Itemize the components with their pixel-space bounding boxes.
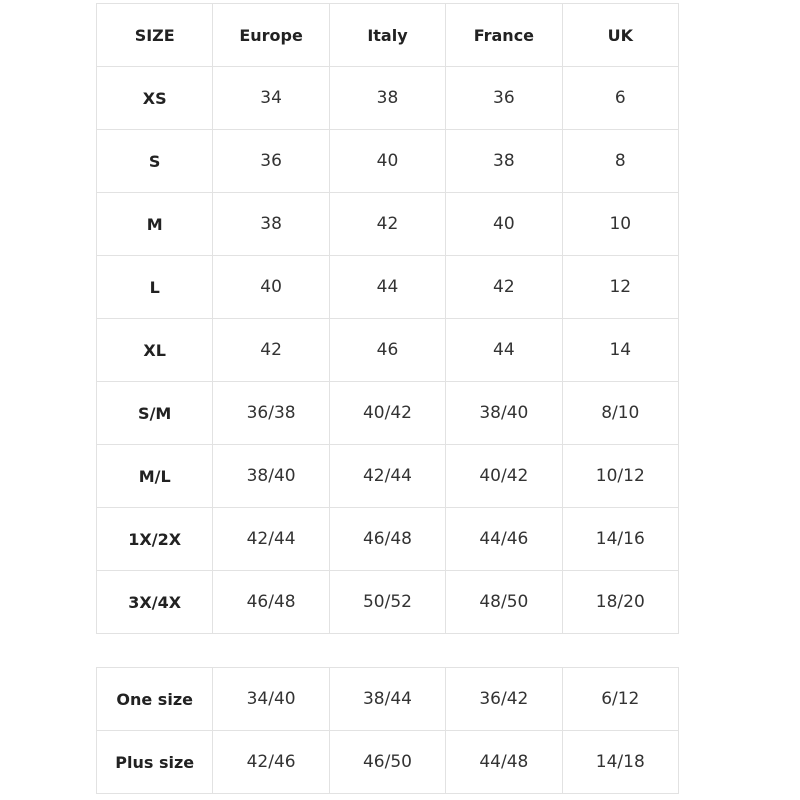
size-value-cell: 50/52	[328, 570, 447, 634]
size-value-cell: 42	[445, 255, 563, 319]
size-value-cell: 14/16	[561, 507, 680, 571]
size-label-cell: Plus size	[95, 730, 214, 794]
size-value-cell: 44/48	[445, 730, 563, 794]
table-row: Plus size 42/46 46/50 44/48 14/18	[95, 730, 680, 794]
table-row: L 40 44 42 12	[95, 255, 680, 319]
size-value-cell: 38/44	[328, 667, 447, 731]
size-value-cell: 40/42	[445, 444, 563, 508]
size-value-cell: 8	[561, 129, 680, 193]
size-value-cell: 42/44	[212, 507, 330, 571]
size-value-cell: 46/50	[328, 730, 447, 794]
size-value-cell: 46/48	[212, 570, 330, 634]
size-value-cell: 42/46	[212, 730, 330, 794]
size-value-cell: 44	[445, 318, 563, 382]
size-value-cell: 12	[561, 255, 680, 319]
size-value-cell: 6	[561, 66, 680, 130]
table-row: M/L 38/40 42/44 40/42 10/12	[95, 444, 680, 508]
special-sizes-table: One size 34/40 38/44 36/42 6/12 Plus size 42/4…	[95, 667, 680, 794]
table-row: XS 34 38 36 6	[95, 66, 680, 130]
table-row: M 38 42 40 10	[95, 192, 680, 256]
size-value-cell: 40	[445, 192, 563, 256]
table-row: 3X/4X 46/48 50/52 48/50 18/20	[95, 570, 680, 634]
column-header: Italy	[328, 3, 447, 67]
size-value-cell: 10/12	[561, 444, 680, 508]
size-value-cell: 38	[328, 66, 447, 130]
size-label-cell: M/L	[95, 444, 214, 508]
size-label-cell: S/M	[95, 381, 214, 445]
table-row: One size 34/40 38/44 36/42 6/12	[95, 667, 680, 731]
column-header: SIZE	[95, 3, 214, 67]
size-value-cell: 38	[445, 129, 563, 193]
size-value-cell: 42/44	[328, 444, 447, 508]
size-value-cell: 44	[328, 255, 447, 319]
size-value-cell: 46/48	[328, 507, 447, 571]
size-value-cell: 14/18	[561, 730, 680, 794]
size-label-cell: XS	[95, 66, 214, 130]
size-value-cell: 10	[561, 192, 680, 256]
size-label-cell: 3X/4X	[95, 570, 214, 634]
table-row: 1X/2X 42/44 46/48 44/46 14/16	[95, 507, 680, 571]
size-value-cell: 40/42	[328, 381, 447, 445]
table-row: XL 42 46 44 14	[95, 318, 680, 382]
size-value-cell: 38/40	[445, 381, 563, 445]
size-value-cell: 44/46	[445, 507, 563, 571]
size-label-cell: S	[95, 129, 214, 193]
size-label-cell: M	[95, 192, 214, 256]
size-label-cell: 1X/2X	[95, 507, 214, 571]
size-value-cell: 8/10	[561, 381, 680, 445]
size-value-cell: 38/40	[212, 444, 330, 508]
table-row: S 36 40 38 8	[95, 129, 680, 193]
size-value-cell: 36/42	[445, 667, 563, 731]
size-value-cell: 18/20	[561, 570, 680, 634]
size-label-cell: XL	[95, 318, 214, 382]
size-value-cell: 48/50	[445, 570, 563, 634]
size-value-cell: 38	[212, 192, 330, 256]
size-value-cell: 46	[328, 318, 447, 382]
column-header: UK	[561, 3, 680, 67]
size-value-cell: 42	[212, 318, 330, 382]
size-label-cell: L	[95, 255, 214, 319]
size-value-cell: 42	[328, 192, 447, 256]
size-value-cell: 36/38	[212, 381, 330, 445]
size-value-cell: 14	[561, 318, 680, 382]
size-value-cell: 40	[328, 129, 447, 193]
size-value-cell: 36	[212, 129, 330, 193]
size-value-cell: 34/40	[212, 667, 330, 731]
size-value-cell: 34	[212, 66, 330, 130]
header-row: SIZE Europe Italy France UK	[95, 3, 680, 67]
column-header: Europe	[212, 3, 330, 67]
size-chart-table: SIZE Europe Italy France UK XS 34 38 36 6 S 36 40 38 8…	[95, 3, 680, 634]
size-value-cell: 6/12	[561, 667, 680, 731]
table-row: S/M 36/38 40/42 38/40 8/10	[95, 381, 680, 445]
size-value-cell: 36	[445, 66, 563, 130]
column-header: France	[445, 3, 563, 67]
size-label-cell: One size	[95, 667, 214, 731]
size-value-cell: 40	[212, 255, 330, 319]
